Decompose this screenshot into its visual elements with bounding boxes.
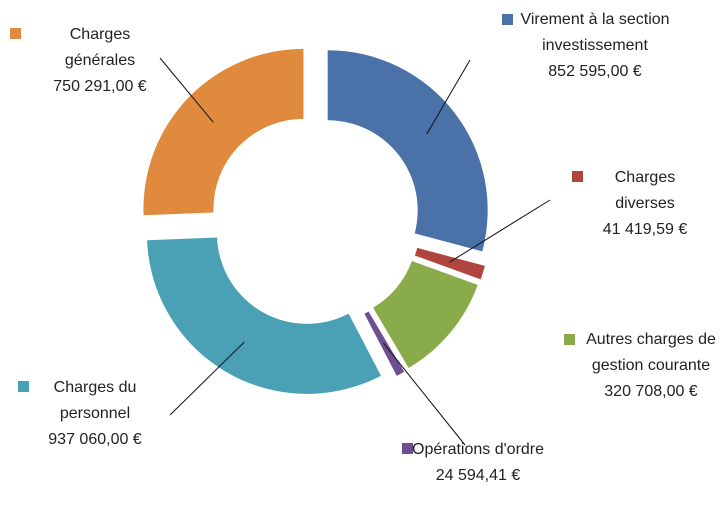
- value-label: 937 060,00 €: [48, 431, 142, 448]
- leader-line: [383, 342, 466, 446]
- legend-swatch: [18, 381, 29, 392]
- leader-line: [449, 199, 551, 263]
- category-name: Charges générales: [64, 26, 136, 69]
- legend-swatch: [402, 443, 413, 454]
- legend-swatch: [502, 14, 513, 25]
- donut-segment: [373, 260, 478, 368]
- data-label: Charges diverses 41 419,59 €: [590, 165, 700, 243]
- leader-line: [159, 57, 214, 123]
- leader-line: [426, 59, 471, 135]
- value-label: 750 291,00 €: [53, 78, 147, 95]
- value-label: 852 595,00 €: [548, 63, 642, 80]
- legend-swatch: [572, 171, 583, 182]
- data-label: Opérations d'ordre 24 594,41 €: [412, 437, 544, 489]
- category-name: Virement à la section investissement: [520, 11, 670, 54]
- legend-swatch: [564, 334, 575, 345]
- leader-line: [169, 341, 245, 416]
- data-label: Virement à la section investissement 852 …: [520, 7, 670, 85]
- legend-swatch: [10, 28, 21, 39]
- category-name: Charges du personnel: [53, 379, 137, 422]
- category-name: Charges diverses: [614, 169, 676, 212]
- value-label: 41 419,59 €: [602, 221, 688, 238]
- donut-segment: [147, 237, 381, 394]
- category-name: Autres charges de gestion courante: [586, 331, 716, 374]
- donut-segment: [327, 50, 488, 252]
- value-label: 320 708,00 €: [604, 383, 698, 400]
- data-label: Charges du personnel 937 060,00 €: [30, 375, 160, 453]
- data-label: Autres charges de gestion courante 320 70…: [582, 327, 720, 405]
- value-label: 24 594,41 €: [435, 467, 521, 484]
- donut-segment: [414, 247, 485, 280]
- data-label: Charges générales 750 291,00 €: [35, 22, 165, 100]
- category-name: Opérations d'ordre: [412, 441, 545, 458]
- donut-segment: [143, 48, 304, 216]
